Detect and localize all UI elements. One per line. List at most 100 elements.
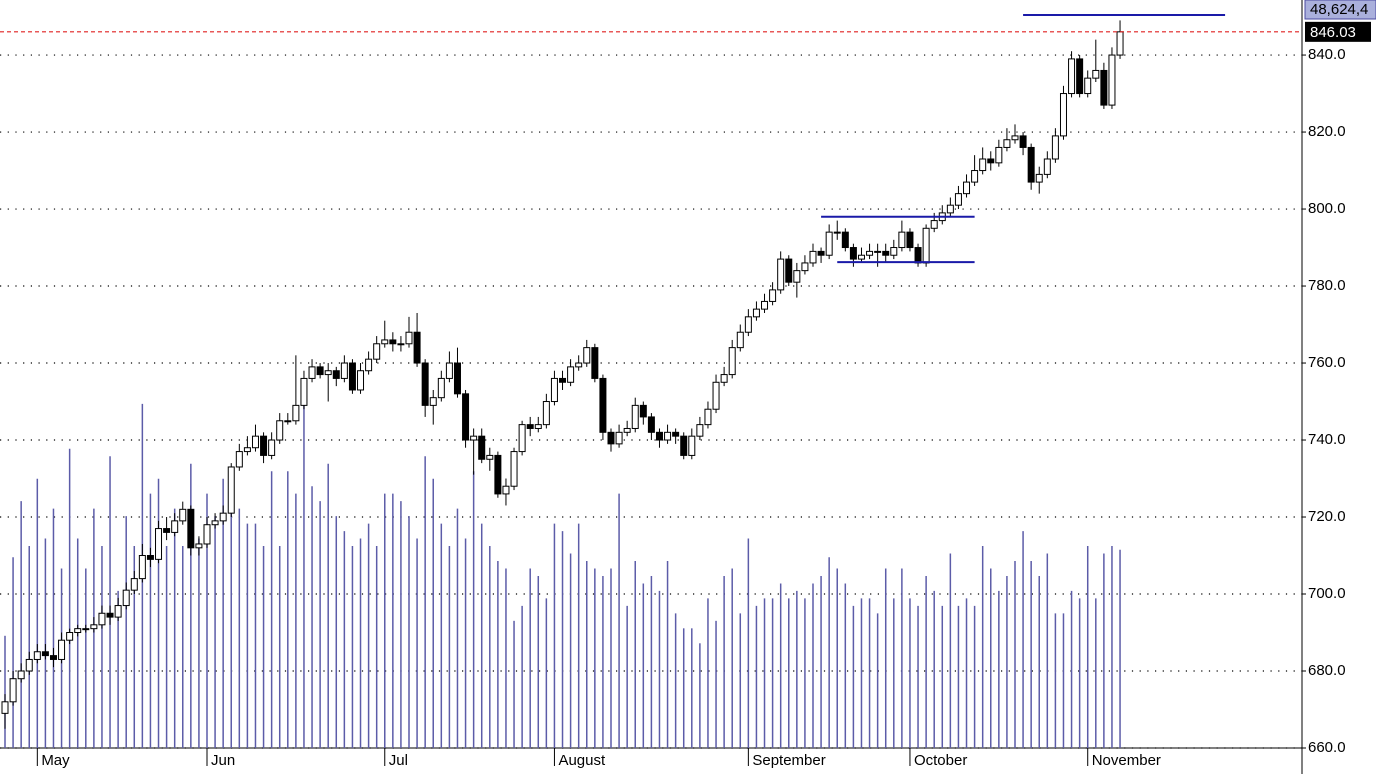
last-price-box: [1305, 21, 1371, 42]
candle-body: [365, 358, 373, 372]
candle-body: [486, 454, 494, 460]
candle-body: [1, 701, 9, 714]
candle-body: [348, 362, 356, 391]
candle-body: [397, 343, 405, 346]
candle-body: [235, 451, 243, 468]
candle-body: [1108, 54, 1116, 106]
x-tick-label: October: [914, 752, 967, 769]
candle-body: [623, 427, 631, 433]
candle-body: [615, 431, 623, 445]
candle-body: [874, 250, 882, 253]
candle-body: [1084, 77, 1092, 95]
candle-body: [655, 431, 663, 441]
candle-body: [1092, 69, 1100, 79]
candle-body: [987, 158, 995, 164]
y-tick-label: 740.0: [1308, 431, 1346, 448]
y-tick-label: 800.0: [1308, 200, 1346, 217]
candle-body: [728, 347, 736, 376]
candle-body: [906, 231, 914, 249]
candle-body: [340, 362, 348, 379]
candle-body: [292, 404, 300, 422]
y-tick-label: 700.0: [1308, 585, 1346, 602]
candle-body: [41, 651, 49, 657]
candle-body: [324, 370, 332, 376]
candle-body: [203, 524, 211, 545]
candle-body: [1116, 31, 1124, 56]
candle-body: [1003, 139, 1011, 148]
candle-body: [1068, 58, 1076, 95]
candle-body: [130, 578, 138, 591]
y-tick-label: 680.0: [1308, 662, 1346, 679]
candle-body: [599, 377, 607, 433]
candle-body: [550, 377, 558, 403]
candle-body: [502, 485, 510, 495]
candle-body: [526, 424, 534, 429]
candle-body: [979, 158, 987, 172]
x-tick-label: Jul: [389, 752, 408, 769]
candle-body: [276, 420, 284, 441]
candle-body: [251, 435, 259, 449]
candle-body: [478, 435, 486, 460]
candle-body: [494, 454, 502, 495]
candle-body: [1059, 93, 1067, 137]
candle-body: [25, 658, 33, 672]
candle-body: [445, 362, 453, 379]
candle-body: [518, 424, 526, 453]
candle-body: [857, 254, 865, 260]
candle-body: [1019, 135, 1027, 148]
candle-body: [793, 270, 801, 283]
candle-body: [1051, 135, 1059, 160]
candle-body: [971, 170, 979, 183]
candle-body: [106, 612, 114, 618]
candle-body: [389, 339, 397, 345]
candle-body: [583, 347, 591, 364]
y-tick-label: 820.0: [1308, 123, 1346, 140]
candle-body: [704, 408, 712, 426]
candle-body: [1043, 158, 1051, 175]
candle-body: [510, 451, 518, 487]
candle-body: [664, 431, 672, 441]
candle-body: [462, 393, 470, 441]
candle-body: [769, 289, 777, 302]
candle-body: [914, 247, 922, 264]
x-tick-label: September: [752, 752, 825, 769]
volume-label: 48,624,4: [1310, 1, 1368, 18]
candle-body: [9, 678, 17, 703]
candle-body: [1027, 146, 1035, 183]
candle-body: [946, 204, 954, 214]
candle-body: [696, 424, 704, 437]
candle-body: [49, 655, 57, 660]
candle-body: [559, 377, 567, 383]
candle-body: [866, 250, 874, 256]
candle-body: [373, 343, 381, 360]
candle-body: [66, 632, 74, 641]
y-tick-label: 760.0: [1308, 354, 1346, 371]
candle-body: [591, 347, 599, 379]
y-tick-label: 720.0: [1308, 508, 1346, 525]
candle-body: [785, 258, 793, 283]
candle-body: [534, 424, 542, 429]
candle-body: [453, 362, 461, 395]
candle-body: [146, 555, 154, 560]
candle-body: [801, 262, 809, 272]
candle-body: [171, 520, 179, 533]
candle-body: [332, 370, 340, 379]
candle-body: [33, 651, 41, 660]
candle-body: [405, 331, 413, 345]
candle-body: [817, 250, 825, 256]
y-tick-label: 840.0: [1308, 46, 1346, 63]
candle-body: [575, 362, 583, 368]
candle-body: [187, 508, 195, 549]
candle-body: [155, 528, 163, 560]
candle-body: [243, 447, 251, 453]
candle-body: [744, 316, 752, 333]
candle-body: [688, 435, 696, 456]
candle-body: [954, 193, 962, 206]
candle-body: [179, 508, 187, 522]
candle-body: [413, 331, 421, 364]
candle-body: [1011, 135, 1019, 141]
candle-body: [542, 401, 550, 426]
candle-body: [761, 300, 769, 310]
